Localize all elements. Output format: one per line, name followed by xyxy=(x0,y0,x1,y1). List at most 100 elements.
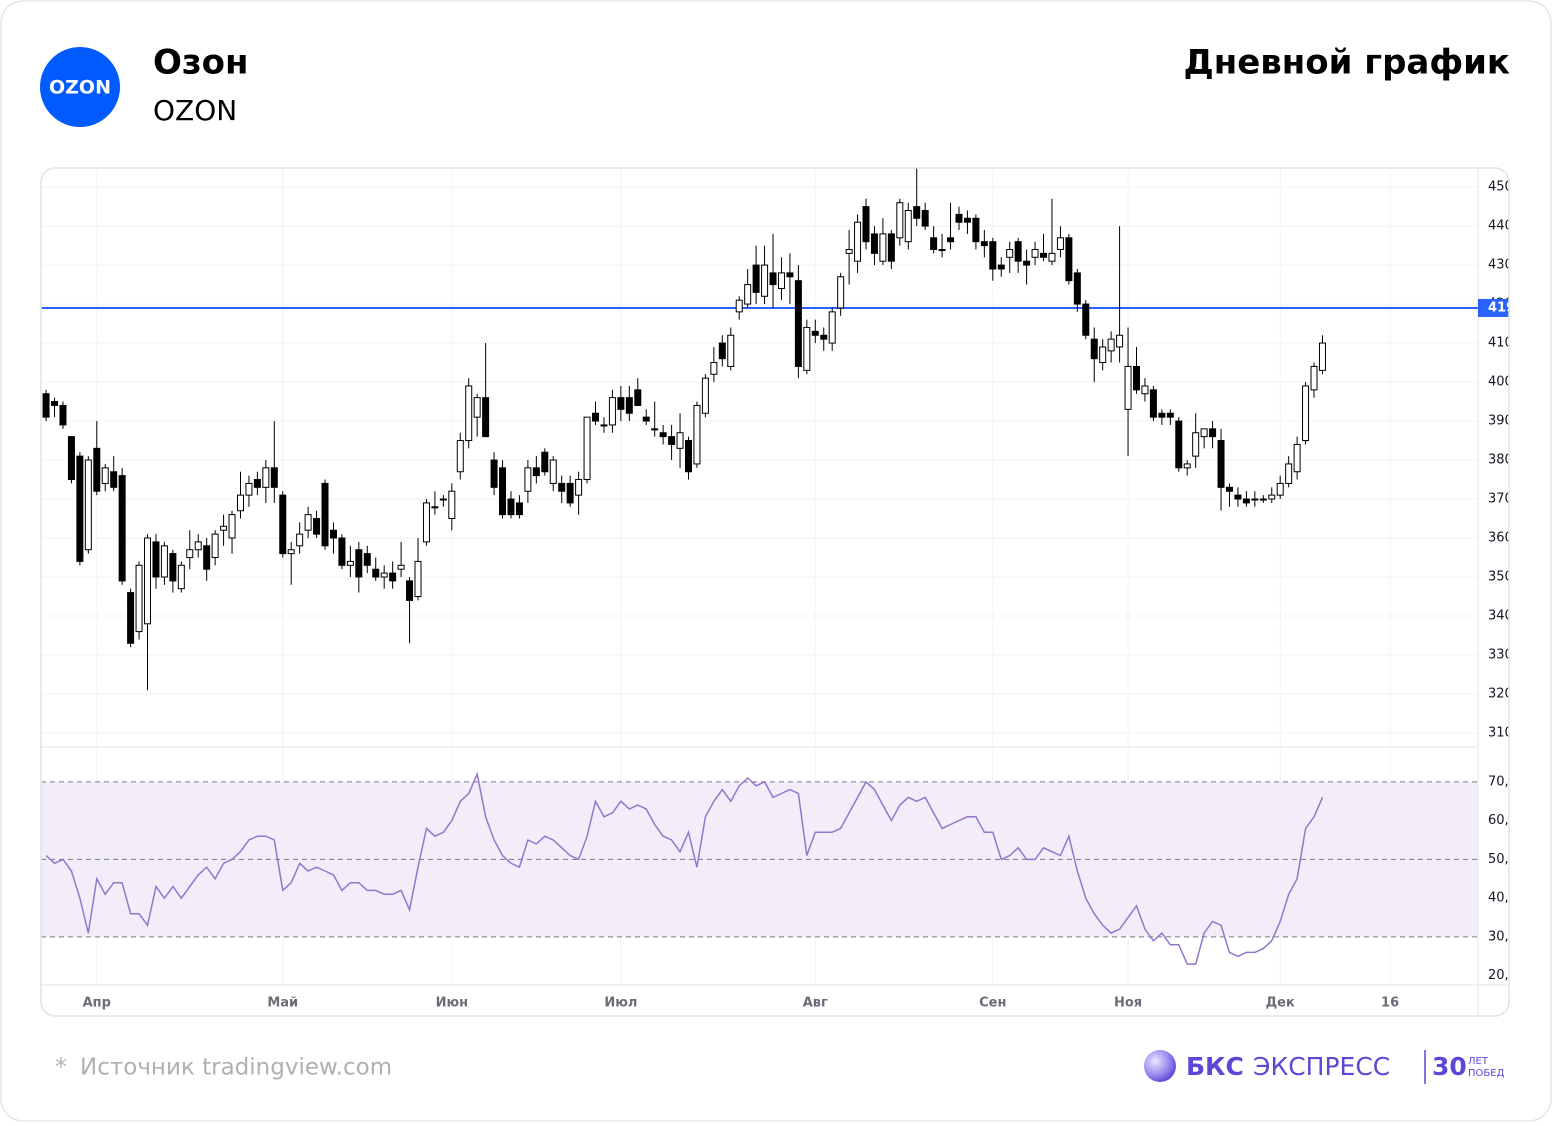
candle-body xyxy=(854,221,862,262)
candle-body xyxy=(490,459,498,488)
candle-body xyxy=(101,467,109,484)
candle-body xyxy=(693,404,701,465)
candle-body xyxy=(279,494,287,555)
candle-body xyxy=(718,342,726,360)
candle-body xyxy=(1217,440,1225,488)
ticker: OZON xyxy=(153,94,237,127)
chart-kind: Дневной график xyxy=(1183,43,1510,83)
footnote-asterisk: * xyxy=(55,1053,67,1081)
y-tick-label: 370 xyxy=(1488,492,1513,507)
x-tick-label: Дек xyxy=(1266,996,1295,1011)
candle-body xyxy=(870,233,878,254)
candle-body xyxy=(355,549,363,578)
candle-body xyxy=(930,237,938,250)
candle-body xyxy=(186,549,194,559)
candle-body xyxy=(372,568,380,578)
candle-body xyxy=(1107,338,1115,352)
candle-body xyxy=(744,284,752,305)
candle-body xyxy=(642,416,650,422)
rsi-tick-label: 20,00 xyxy=(1488,968,1525,983)
logo-circle xyxy=(40,47,120,127)
rsi-tick-label: 50,00 xyxy=(1488,852,1525,867)
candle-body xyxy=(947,237,955,243)
candle-body xyxy=(507,498,515,516)
candle-body xyxy=(203,545,211,570)
candle-body xyxy=(389,572,397,582)
candle-body xyxy=(1141,385,1149,395)
candle-body xyxy=(583,416,591,481)
candle-body xyxy=(448,490,456,520)
y-tick-label: 440 xyxy=(1488,219,1513,234)
candle-body xyxy=(558,482,566,492)
candle-body xyxy=(575,479,583,496)
candle-body xyxy=(1242,498,1250,504)
candle-body xyxy=(118,475,126,582)
candle-body xyxy=(608,397,616,426)
rsi-line xyxy=(45,771,1324,965)
candle-body xyxy=(1056,237,1064,250)
candle-body xyxy=(76,455,84,562)
candle-body xyxy=(701,377,709,414)
y-tick-label: 390 xyxy=(1488,414,1513,429)
brand-icon xyxy=(1144,1050,1176,1082)
logo-text: OZON xyxy=(49,77,111,99)
candle-body xyxy=(600,424,608,427)
y-tick-label: 340 xyxy=(1488,608,1513,623)
candle-body xyxy=(380,572,388,578)
candle-body xyxy=(625,397,633,414)
candle-body xyxy=(1285,463,1293,484)
candle-body xyxy=(67,436,75,481)
candle-body xyxy=(262,467,270,488)
candle-body xyxy=(955,213,963,223)
candle-body xyxy=(439,498,447,501)
candle-body xyxy=(1065,237,1073,282)
candle-body xyxy=(1276,482,1284,496)
candle-body xyxy=(329,529,337,539)
candle-body xyxy=(422,502,430,543)
x-tick-label: 16 xyxy=(1381,996,1399,1011)
candle-body xyxy=(1200,428,1208,438)
candle-body xyxy=(93,447,101,492)
candle-body xyxy=(845,248,853,254)
candle-body xyxy=(287,549,295,555)
candle-body xyxy=(524,467,532,492)
candle-body xyxy=(879,233,887,262)
candle-body xyxy=(684,440,692,473)
chart: Апр Май Июн Июл Авг Сен Ноя Дек 16 310 320 330 340 35… xyxy=(41,168,1525,1016)
candle-body xyxy=(414,560,422,597)
candle-body xyxy=(338,537,346,566)
candle-body xyxy=(296,533,304,547)
brand-a: БКС xyxy=(1186,1052,1244,1081)
candle-body xyxy=(346,560,354,566)
candle-body xyxy=(211,533,219,559)
x-tick-label: Апр xyxy=(83,996,111,1011)
rsi-band xyxy=(41,781,1478,937)
candle-body xyxy=(727,334,735,367)
candle-body xyxy=(1090,338,1098,360)
candle-body xyxy=(1268,494,1276,500)
candle-body xyxy=(228,514,236,539)
x-tick-label: Сен xyxy=(979,996,1006,1011)
brand-years-top: ЛЕТ xyxy=(1468,1056,1489,1067)
candle-body xyxy=(794,280,802,367)
candle-body xyxy=(110,471,118,488)
candle-body xyxy=(169,553,177,582)
candle-body xyxy=(913,206,921,219)
candle-body xyxy=(1183,463,1191,469)
candle-body xyxy=(1318,342,1326,371)
candle-body xyxy=(972,217,980,243)
y-tick-label: 360 xyxy=(1488,531,1513,546)
candle-body xyxy=(820,334,828,340)
candle-body xyxy=(42,393,50,418)
candle-body xyxy=(659,432,667,438)
title: Озон xyxy=(153,43,249,83)
x-tick-label: Июл xyxy=(604,996,637,1011)
candle-body xyxy=(1023,260,1031,266)
brand-years: 30 xyxy=(1432,1052,1467,1081)
candle-body xyxy=(769,272,777,286)
candle-body xyxy=(127,592,135,644)
candle-body xyxy=(135,564,143,633)
candle-body xyxy=(786,272,794,278)
